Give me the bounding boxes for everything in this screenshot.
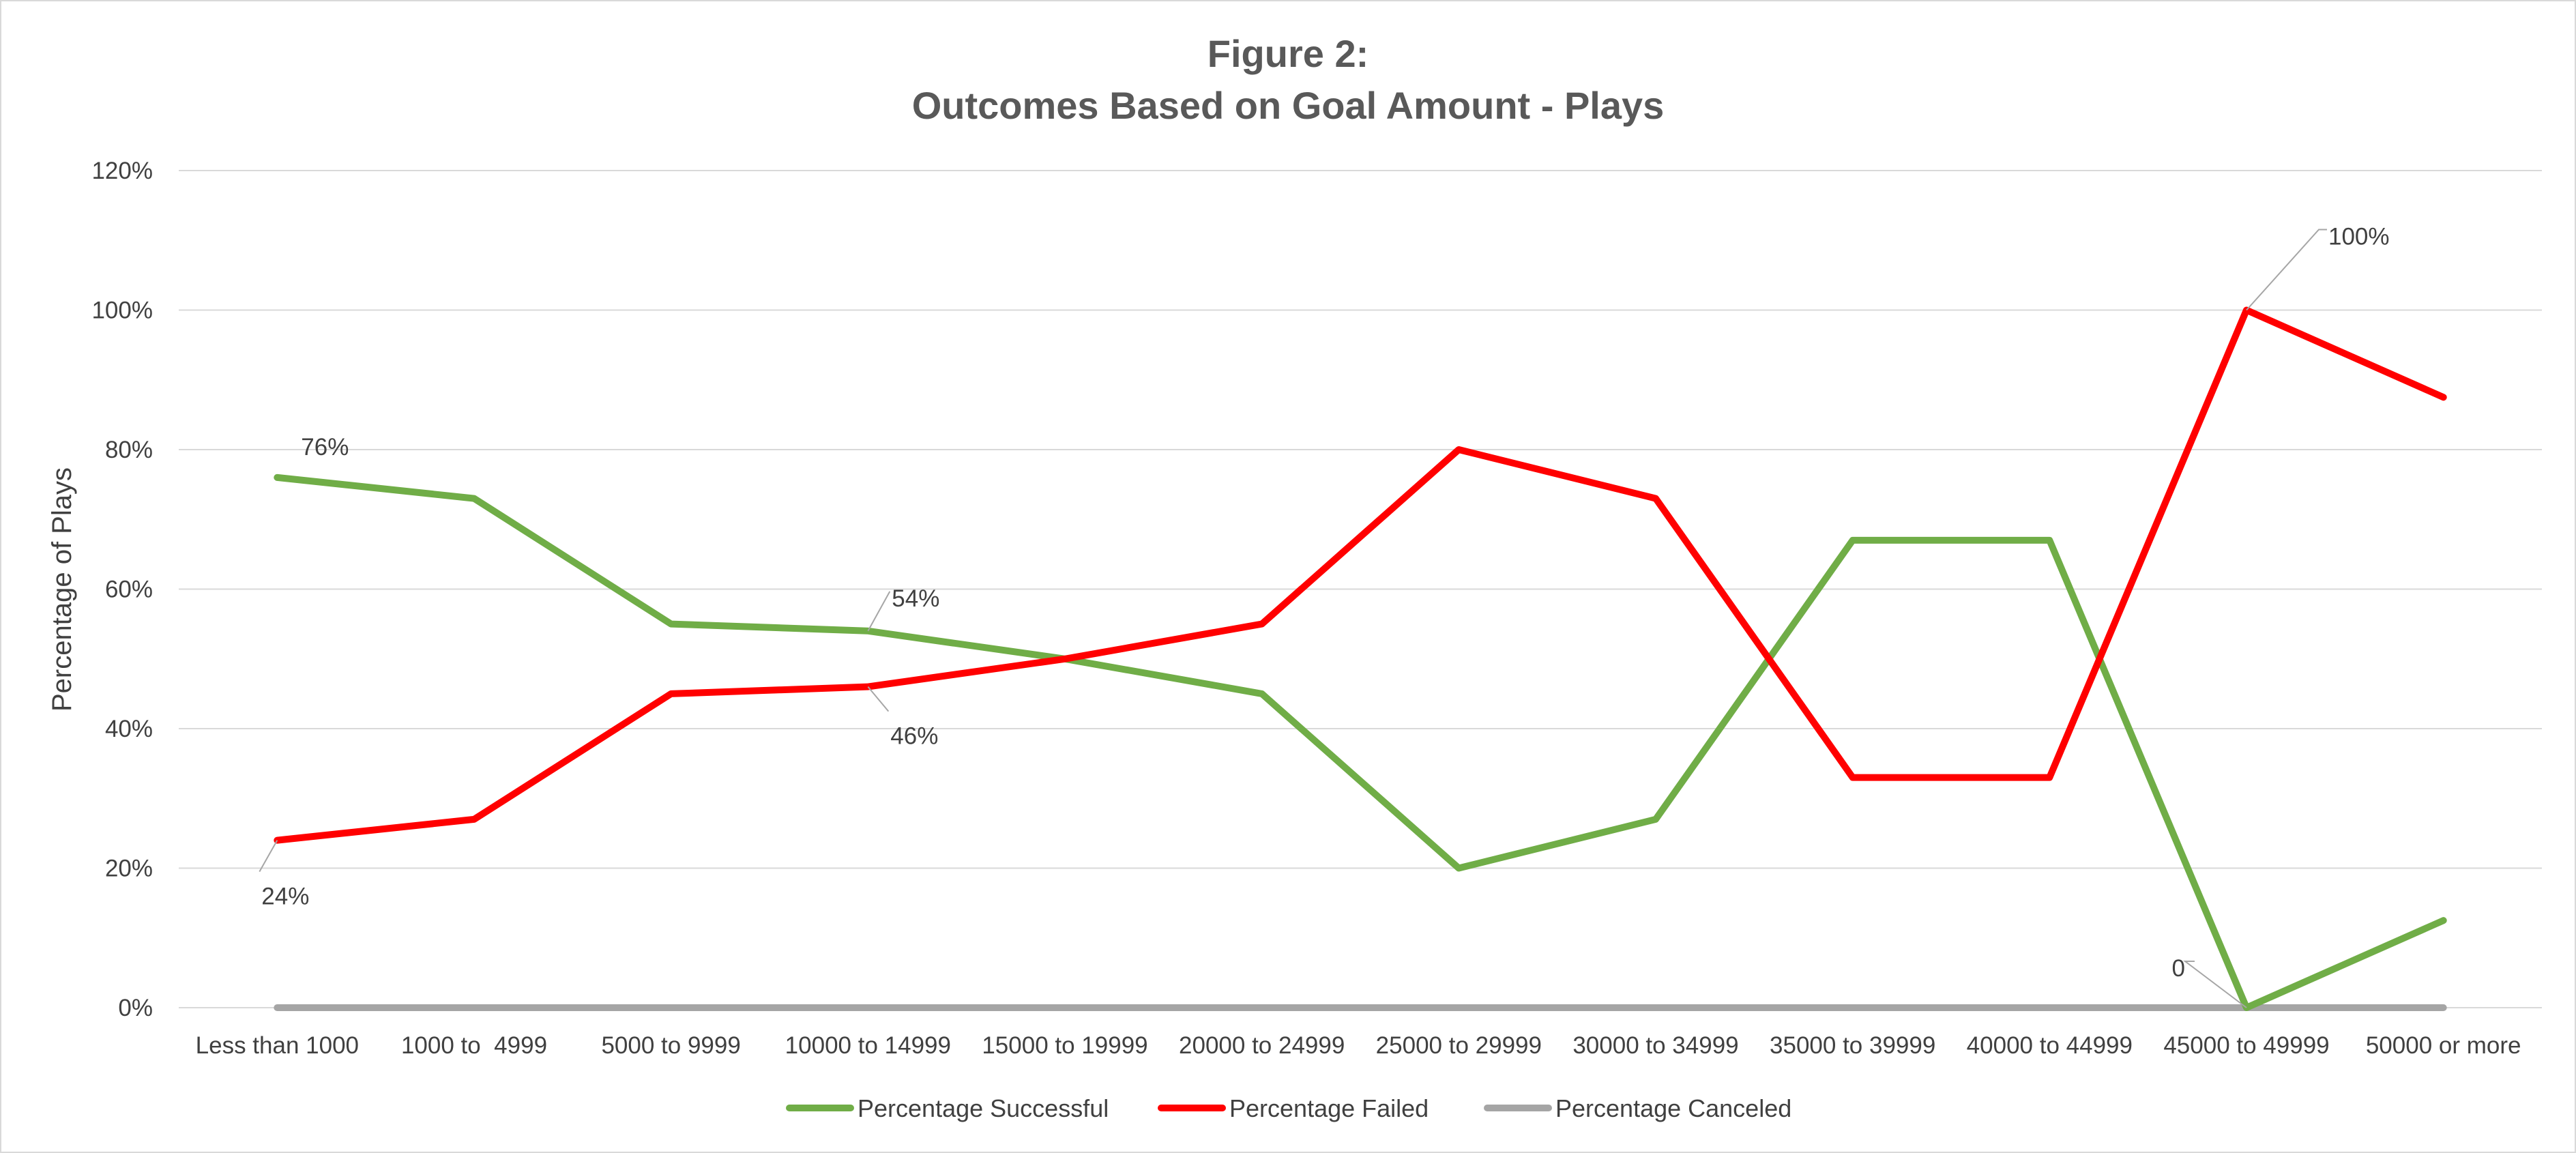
y-tick-label: 80%	[105, 437, 153, 463]
series-lines	[274, 306, 2447, 1011]
chart-subtitle: Outcomes Based on Goal Amount - Plays	[912, 84, 1665, 127]
x-tick-label: 10000 to 14999	[785, 1032, 951, 1059]
x-tick-label: Less than 1000	[196, 1032, 359, 1059]
legend-label: Percentage Canceled	[1555, 1094, 1791, 1122]
x-tick-label: 50000 or more	[2366, 1032, 2521, 1059]
y-axis-label: Percentage of Plays	[47, 467, 77, 712]
leader-line	[867, 591, 891, 632]
data-label: 100%	[2328, 224, 2390, 250]
y-tick-label: 60%	[105, 576, 153, 603]
data-label: 76%	[301, 434, 349, 461]
leader-line	[2183, 961, 2247, 1008]
chart-title: Figure 2:	[1208, 32, 1368, 75]
y-axis-ticks: 0% 20% 40% 60% 80% 100% 120%	[91, 158, 153, 1021]
leader-line	[867, 686, 890, 712]
series-line-percentage-failed	[274, 306, 2447, 844]
data-label: 46%	[890, 723, 938, 750]
y-tick-label: 0%	[118, 995, 153, 1021]
legend: Percentage Successful Percentage Failed Pe…	[786, 1094, 1791, 1122]
data-label: 54%	[892, 585, 939, 612]
data-label: 0	[2172, 955, 2185, 982]
x-axis-ticks: Less than 1000 1000 to 4999 5000 to 9999 10…	[196, 1032, 2521, 1059]
x-tick-label: 1000 to 4999	[401, 1032, 547, 1059]
leader-line	[2246, 229, 2327, 311]
y-tick-label: 40%	[105, 716, 153, 742]
legend-label: Percentage Failed	[1229, 1094, 1429, 1122]
series-line-percentage-successful	[274, 473, 2447, 1011]
legend-label: Percentage Successful	[858, 1094, 1109, 1122]
x-tick-label: 45000 to 49999	[2163, 1032, 2329, 1059]
x-tick-label: 30000 to 34999	[1572, 1032, 1738, 1059]
x-tick-label: 5000 to 9999	[601, 1032, 740, 1059]
leader-line	[259, 840, 278, 873]
y-tick-label: 20%	[105, 856, 153, 882]
data-labels: 76% 24% 54% 46% 100% 0	[259, 224, 2390, 1008]
x-tick-label: 35000 to 39999	[1770, 1032, 1935, 1059]
x-tick-label: 15000 to 19999	[982, 1032, 1147, 1059]
x-tick-label: 40000 to 44999	[1967, 1032, 2133, 1059]
x-tick-label: 20000 to 24999	[1179, 1032, 1345, 1059]
y-tick-label: 100%	[91, 297, 153, 324]
y-tick-label: 120%	[91, 158, 153, 184]
x-tick-label: 25000 to 29999	[1376, 1032, 1542, 1059]
gridlines	[179, 170, 2542, 1008]
data-label: 24%	[261, 884, 309, 910]
